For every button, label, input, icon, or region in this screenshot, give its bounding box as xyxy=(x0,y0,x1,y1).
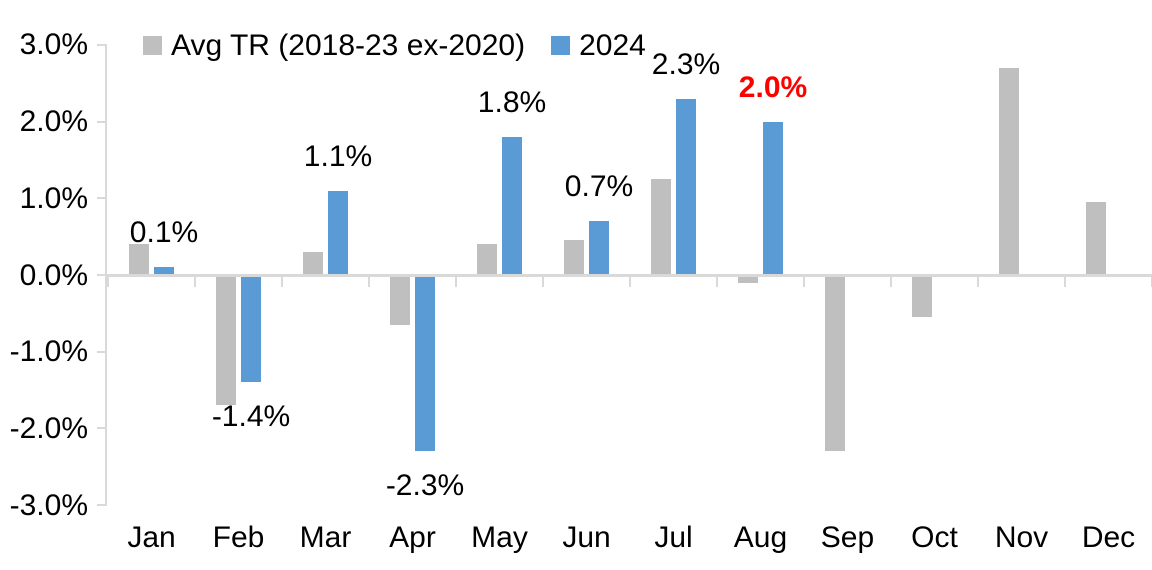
legend-label-avg-tr: Avg TR (2018-23 ex-2020) xyxy=(171,29,526,62)
y-axis-tick xyxy=(97,197,107,200)
y-axis-tick xyxy=(97,274,107,276)
bar-avg-tr-jan xyxy=(129,244,149,275)
data-label-jan: 0.1% xyxy=(129,216,199,250)
x-axis-tick xyxy=(542,276,544,287)
y-axis-tick xyxy=(97,120,107,123)
bar-2024-feb xyxy=(241,275,261,383)
bar-avg-tr-mar xyxy=(303,251,323,275)
data-label-aug: 2.0% xyxy=(738,70,808,104)
legend-item-2024: 2024 xyxy=(551,29,646,62)
legend-swatch-avg-tr xyxy=(143,36,162,55)
month-label-aug: Aug xyxy=(733,521,788,554)
bar-avg-tr-jun xyxy=(564,240,584,275)
month-label-dec: Dec xyxy=(1081,521,1136,554)
data-label-mar: 1.1% xyxy=(303,139,373,173)
x-axis-tick xyxy=(803,276,805,287)
x-axis-tick xyxy=(194,276,196,287)
data-label-may: 1.8% xyxy=(477,86,547,119)
bar-2024-jan xyxy=(154,267,174,275)
month-label-jun: Jun xyxy=(562,521,611,554)
legend-label-2024: 2024 xyxy=(579,29,646,62)
bar-avg-tr-dec xyxy=(1086,202,1106,275)
data-label-feb: -1.4% xyxy=(211,400,291,434)
x-axis-tick xyxy=(977,276,979,287)
x-axis-tick xyxy=(890,276,892,287)
bar-avg-tr-sep xyxy=(825,275,845,452)
y-axis-label: 1.0% xyxy=(19,181,88,215)
month-label-jul: Jul xyxy=(654,521,693,554)
y-axis-label: -2.0% xyxy=(9,411,88,445)
x-axis-tick xyxy=(716,276,718,287)
data-label-apr: -2.3% xyxy=(385,469,465,503)
x-axis-tick xyxy=(629,276,631,287)
month-label-feb: Feb xyxy=(212,521,265,554)
legend-item-avg-tr: Avg TR (2018-23 ex-2020) xyxy=(143,29,525,62)
y-axis-tick xyxy=(97,43,107,46)
x-axis-tick xyxy=(368,276,370,287)
bar-2024-apr xyxy=(415,275,435,452)
x-axis-tick xyxy=(1064,276,1066,287)
y-axis-label: 3.0% xyxy=(19,28,88,62)
month-label-sep: Sep xyxy=(820,521,875,554)
chart-legend: Avg TR (2018-23 ex-2020) 2024 xyxy=(143,29,646,62)
y-axis-label: 2.0% xyxy=(19,105,88,139)
month-label-jan: Jan xyxy=(127,521,176,554)
month-label-oct: Oct xyxy=(911,521,958,554)
bar-avg-tr-oct xyxy=(912,275,932,318)
bar-avg-tr-feb xyxy=(216,275,236,406)
x-axis-tick xyxy=(107,276,109,287)
bar-avg-tr-apr xyxy=(390,275,410,325)
bar-2024-mar xyxy=(328,190,348,275)
bar-2024-may xyxy=(502,136,522,275)
month-label-may: May xyxy=(471,521,528,554)
bar-2024-jul xyxy=(676,98,696,275)
y-axis-label: 0.0% xyxy=(19,258,88,292)
legend-swatch-2024 xyxy=(551,36,571,55)
bar-avg-tr-aug xyxy=(738,275,758,283)
bar-avg-tr-nov xyxy=(999,67,1019,275)
bar-2024-jun xyxy=(589,221,609,275)
y-axis-label: -1.0% xyxy=(9,335,88,369)
bar-avg-tr-may xyxy=(477,244,497,275)
data-label-jun: 0.7% xyxy=(564,170,634,204)
bar-2024-aug xyxy=(763,121,783,275)
y-axis-label: -3.0% xyxy=(9,488,88,522)
month-label-apr: Apr xyxy=(389,521,436,554)
x-axis-tick xyxy=(281,276,283,287)
month-label-mar: Mar xyxy=(299,521,352,554)
month-label-nov: Nov xyxy=(994,521,1049,554)
bar-avg-tr-jul xyxy=(651,179,671,275)
data-label-jul: 2.3% xyxy=(651,47,721,81)
y-axis-tick xyxy=(97,427,107,430)
y-axis-tick xyxy=(97,350,107,353)
x-axis-tick xyxy=(455,276,457,287)
x-axis-line xyxy=(105,273,1152,277)
y-axis-tick xyxy=(97,504,107,506)
